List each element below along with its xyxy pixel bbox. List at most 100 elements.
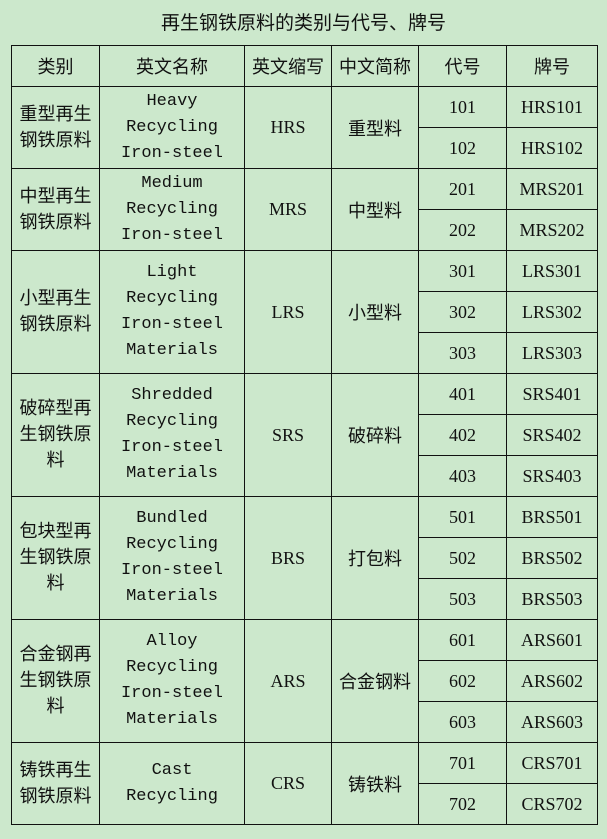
english-name-line: Recycling — [126, 535, 218, 554]
code-cell: 102 — [418, 127, 507, 169]
english-name-line: Materials — [126, 710, 218, 729]
english-name-line: Light — [146, 263, 198, 282]
english-name-line: Iron-steel — [120, 684, 224, 703]
brand-cell: SRS403 — [506, 455, 598, 497]
english-abbr-cell: MRS — [244, 168, 332, 251]
english-name-line: Iron-steel — [120, 225, 224, 245]
code-cell: 303 — [418, 332, 507, 374]
code-cell: 202 — [418, 209, 507, 251]
table-row: 503 BRS503 — [12, 578, 598, 620]
chinese-short-cell: 铸铁料 — [331, 742, 419, 825]
code-cell: 502 — [418, 537, 507, 579]
english-name-line: Materials — [126, 464, 218, 483]
brand-cell: SRS401 — [506, 373, 598, 415]
table-row: 402 SRS402 — [12, 414, 598, 456]
category-cell: 中型再生钢铁原料 — [11, 168, 100, 251]
english-abbr-cell: ARS — [244, 619, 332, 743]
code-cell: 302 — [418, 291, 507, 333]
header-brand: 牌号 — [506, 45, 598, 87]
brand-cell: ARS603 — [506, 701, 598, 743]
table-row: 中型再生钢铁原料 Medium Recycling Iron-steel MRS 中型料 2… — [11, 168, 598, 251]
table-row: 小型再生钢铁原料 Light Recycling Iron-steel Material… — [11, 250, 598, 374]
brand-cell: BRS501 — [506, 496, 598, 538]
code-cell: 601 — [418, 619, 507, 661]
table-row: 603 ARS603 — [12, 701, 598, 743]
english-abbr-cell: SRS — [244, 373, 332, 497]
table-row: 包块型再生钢铁原料 Bundled Recycling Iron-steel Mater… — [11, 496, 598, 620]
english-name-line: Medium — [141, 173, 203, 193]
english-name-line: Bundled — [136, 509, 208, 528]
table-row: 303 LRS303 — [12, 332, 598, 374]
english-abbr-cell: BRS — [244, 496, 332, 620]
brand-cell: ARS602 — [506, 660, 598, 702]
code-cell: 402 — [418, 414, 507, 456]
chinese-short-cell: 打包料 — [331, 496, 419, 620]
chinese-short-cell: 破碎料 — [331, 373, 419, 497]
english-name-line: Cast — [151, 760, 193, 780]
brand-cell: BRS502 — [506, 537, 598, 579]
english-name-line: Iron-steel — [120, 561, 224, 580]
code-cell: 602 — [418, 660, 507, 702]
table-row: 702 CRS702 — [12, 783, 598, 825]
brand-cell: LRS302 — [506, 291, 598, 333]
brand-cell: LRS301 — [506, 250, 598, 292]
english-name-cell: Heavy Recycling Iron-steel — [99, 86, 245, 169]
classification-table: 类别 英文名称 英文缩写 中文简称 代号 牌号 重型再生钢铁原料 Heavy Rec… — [11, 45, 598, 825]
code-cell: 702 — [418, 783, 507, 825]
table-row: 502 BRS502 — [12, 537, 598, 579]
english-name-cell: Cast Recycling — [99, 742, 245, 825]
code-cell: 603 — [418, 701, 507, 743]
category-cell: 破碎型再生钢铁原料 — [11, 373, 100, 497]
brand-cell: SRS402 — [506, 414, 598, 456]
english-name-line: Recycling — [126, 412, 218, 431]
table-row: 合金钢再生钢铁原料 Alloy Recycling Iron-steel Materia… — [11, 619, 598, 743]
english-name-line: Heavy — [146, 91, 198, 111]
table-row: 602 ARS602 — [12, 660, 598, 702]
code-cell: 301 — [418, 250, 507, 292]
english-name-line: Alloy — [146, 632, 198, 651]
brand-cell: ARS601 — [506, 619, 598, 661]
header-code: 代号 — [418, 45, 507, 87]
category-cell: 合金钢再生钢铁原料 — [11, 619, 100, 743]
english-name-line: Shredded — [131, 386, 213, 405]
brand-cell: HRS101 — [506, 86, 598, 128]
table-row: 重型再生钢铁原料 Heavy Recycling Iron-steel HRS 重型料 10… — [11, 86, 598, 169]
category-cell: 重型再生钢铁原料 — [11, 86, 100, 169]
english-name-cell: Shredded Recycling Iron-steel Materials — [99, 373, 245, 497]
code-cell: 403 — [418, 455, 507, 497]
header-category: 类别 — [11, 45, 100, 87]
english-name-cell: Alloy Recycling Iron-steel Materials — [99, 619, 245, 743]
english-abbr-cell: HRS — [244, 86, 332, 169]
code-cell: 503 — [418, 578, 507, 620]
category-cell: 铸铁再生钢铁原料 — [11, 742, 100, 825]
header-english-name: 英文名称 — [99, 45, 245, 87]
header-row: 类别 英文名称 英文缩写 中文简称 代号 牌号 — [11, 45, 598, 87]
table-row: 破碎型再生钢铁原料 Shredded Recycling Iron-steel Mate… — [11, 373, 598, 497]
header-english-abbr: 英文缩写 — [244, 45, 332, 87]
table-row: 302 LRS302 — [12, 291, 598, 333]
english-name-line: Materials — [126, 341, 218, 360]
chinese-short-cell: 重型料 — [331, 86, 419, 169]
code-cell: 101 — [418, 86, 507, 128]
code-cell: 501 — [418, 496, 507, 538]
english-name-cell: Medium Recycling Iron-steel — [99, 168, 245, 251]
code-cell: 701 — [418, 742, 507, 784]
english-abbr-cell: LRS — [244, 250, 332, 374]
english-name-line: Recycling — [126, 289, 218, 308]
chinese-short-cell: 小型料 — [331, 250, 419, 374]
english-name-cell: Light Recycling Iron-steel Materials — [99, 250, 245, 374]
code-cell: 401 — [418, 373, 507, 415]
brand-cell: MRS201 — [506, 168, 598, 210]
brand-cell: MRS202 — [506, 209, 598, 251]
category-cell: 包块型再生钢铁原料 — [11, 496, 100, 620]
code-cell: 201 — [418, 168, 507, 210]
table-row: 403 SRS403 — [12, 455, 598, 497]
page-title: 再生钢铁原料的类别与代号、牌号 — [160, 12, 446, 34]
english-abbr-cell: CRS — [244, 742, 332, 825]
table-row: 102 HRS102 — [12, 127, 598, 169]
brand-cell: CRS701 — [506, 742, 598, 784]
brand-cell: BRS503 — [506, 578, 598, 620]
english-name-line: Recycling — [126, 658, 218, 677]
brand-cell: LRS303 — [506, 332, 598, 374]
brand-cell: HRS102 — [506, 127, 598, 169]
